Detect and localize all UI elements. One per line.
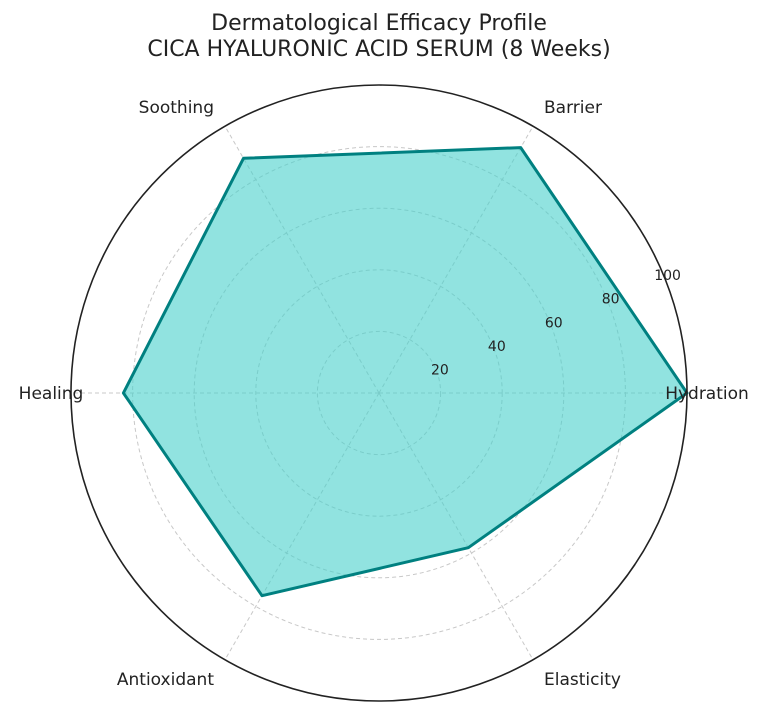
tick-label-40: 40 — [488, 339, 506, 355]
outer-frame — [70, 84, 688, 702]
axis-label-soothing: Soothing — [139, 98, 214, 118]
tick-label-60: 60 — [545, 315, 563, 331]
tick-label-100: 100 — [654, 268, 681, 284]
axis-labels: Hydration Barrier Soothing Healing Antioxida… — [19, 98, 749, 690]
series-area — [123, 147, 687, 596]
axis-label-hydration: Hydration — [665, 384, 749, 404]
chart-title: Dermatological Efficacy Profile — [211, 11, 547, 36]
data-series — [70, 84, 689, 702]
tick-label-20: 20 — [431, 362, 449, 378]
axis-label-healing: Healing — [19, 384, 84, 404]
tick-label-80: 80 — [602, 292, 620, 308]
radial-tick-labels: 20 40 60 80 100 — [431, 268, 681, 378]
axis-label-barrier: Barrier — [544, 98, 602, 118]
chart-subtitle: CICA HYALURONIC ACID SERUM (8 Weeks) — [147, 37, 610, 62]
axis-label-antioxidant: Antioxidant — [117, 670, 214, 690]
series-line — [121, 146, 689, 598]
axis-label-elasticity: Elasticity — [544, 670, 621, 690]
